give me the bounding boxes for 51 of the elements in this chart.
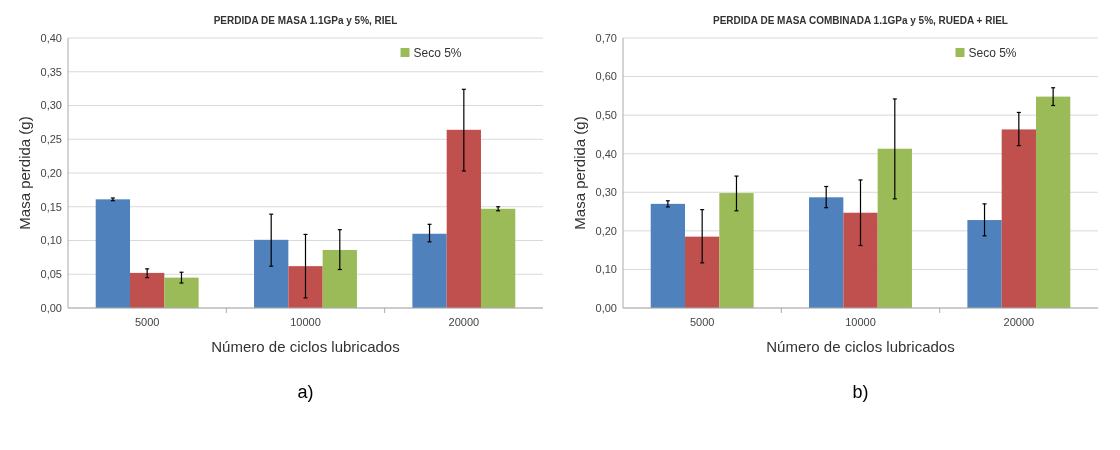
bar [95,199,131,308]
y-tick-label: 0,40 [40,31,62,44]
x-tick-label: 20000 [1003,316,1035,328]
y-tick-label: 0,30 [40,99,62,112]
y-axis-title: Masa perdida (g) [571,116,588,230]
bar [412,233,447,308]
y-tick-label: 0,20 [40,166,62,179]
y-tick-label: 0,40 [595,147,617,160]
x-axis-title: Número de ciclos lubricados [211,338,400,355]
chart-title: PERDIDA DE MASA 1.1GPa y 5%, RIEL [213,15,398,26]
bar [1035,96,1071,308]
bar [164,277,199,308]
bar [446,129,481,308]
x-tick-label: 5000 [689,316,715,328]
bar [843,212,878,308]
x-tick-label: 5000 [134,316,160,328]
y-axis-title: Masa perdida (g) [16,116,33,230]
legend-label: Seco 5% [413,46,462,61]
y-tick-label: 0,15 [40,200,62,213]
x-tick-label: 20000 [448,316,480,328]
bar [967,220,1002,308]
x-axis-title: Número de ciclos lubricados [766,338,955,355]
y-tick-label: 0,25 [40,133,62,146]
y-tick-label: 0,00 [40,301,62,314]
bar [480,208,516,308]
bar [130,272,165,308]
y-tick-label: 0,05 [40,268,62,281]
y-tick-label: 0,10 [595,263,617,276]
y-tick-label: 0,30 [595,186,617,199]
y-tick-label: 0,50 [595,108,617,121]
y-tick-label: 0,60 [595,70,617,83]
chart-title: PERDIDA DE MASA COMBINADA 1.1GPa y 5%, RUEDA + RIEL [713,15,1008,26]
y-tick-label: 0,70 [595,31,617,44]
legend-label: Seco 5% [968,46,1017,61]
bar [322,249,357,308]
bar [877,148,912,308]
y-tick-label: 0,10 [40,234,62,247]
bar [685,236,720,308]
bar [650,203,686,308]
y-tick-label: 0,00 [595,301,617,314]
bar [254,239,289,308]
y-tick-label: 0,20 [595,224,617,237]
bar [1001,129,1036,308]
bar [288,266,323,308]
x-tick-label: 10000 [845,316,876,328]
text: a) [297,382,314,402]
y-tick-label: 0,35 [40,65,62,78]
bar [809,197,844,308]
text: b) [852,382,869,402]
x-tick-label: 10000 [290,316,321,328]
bar [719,193,754,308]
